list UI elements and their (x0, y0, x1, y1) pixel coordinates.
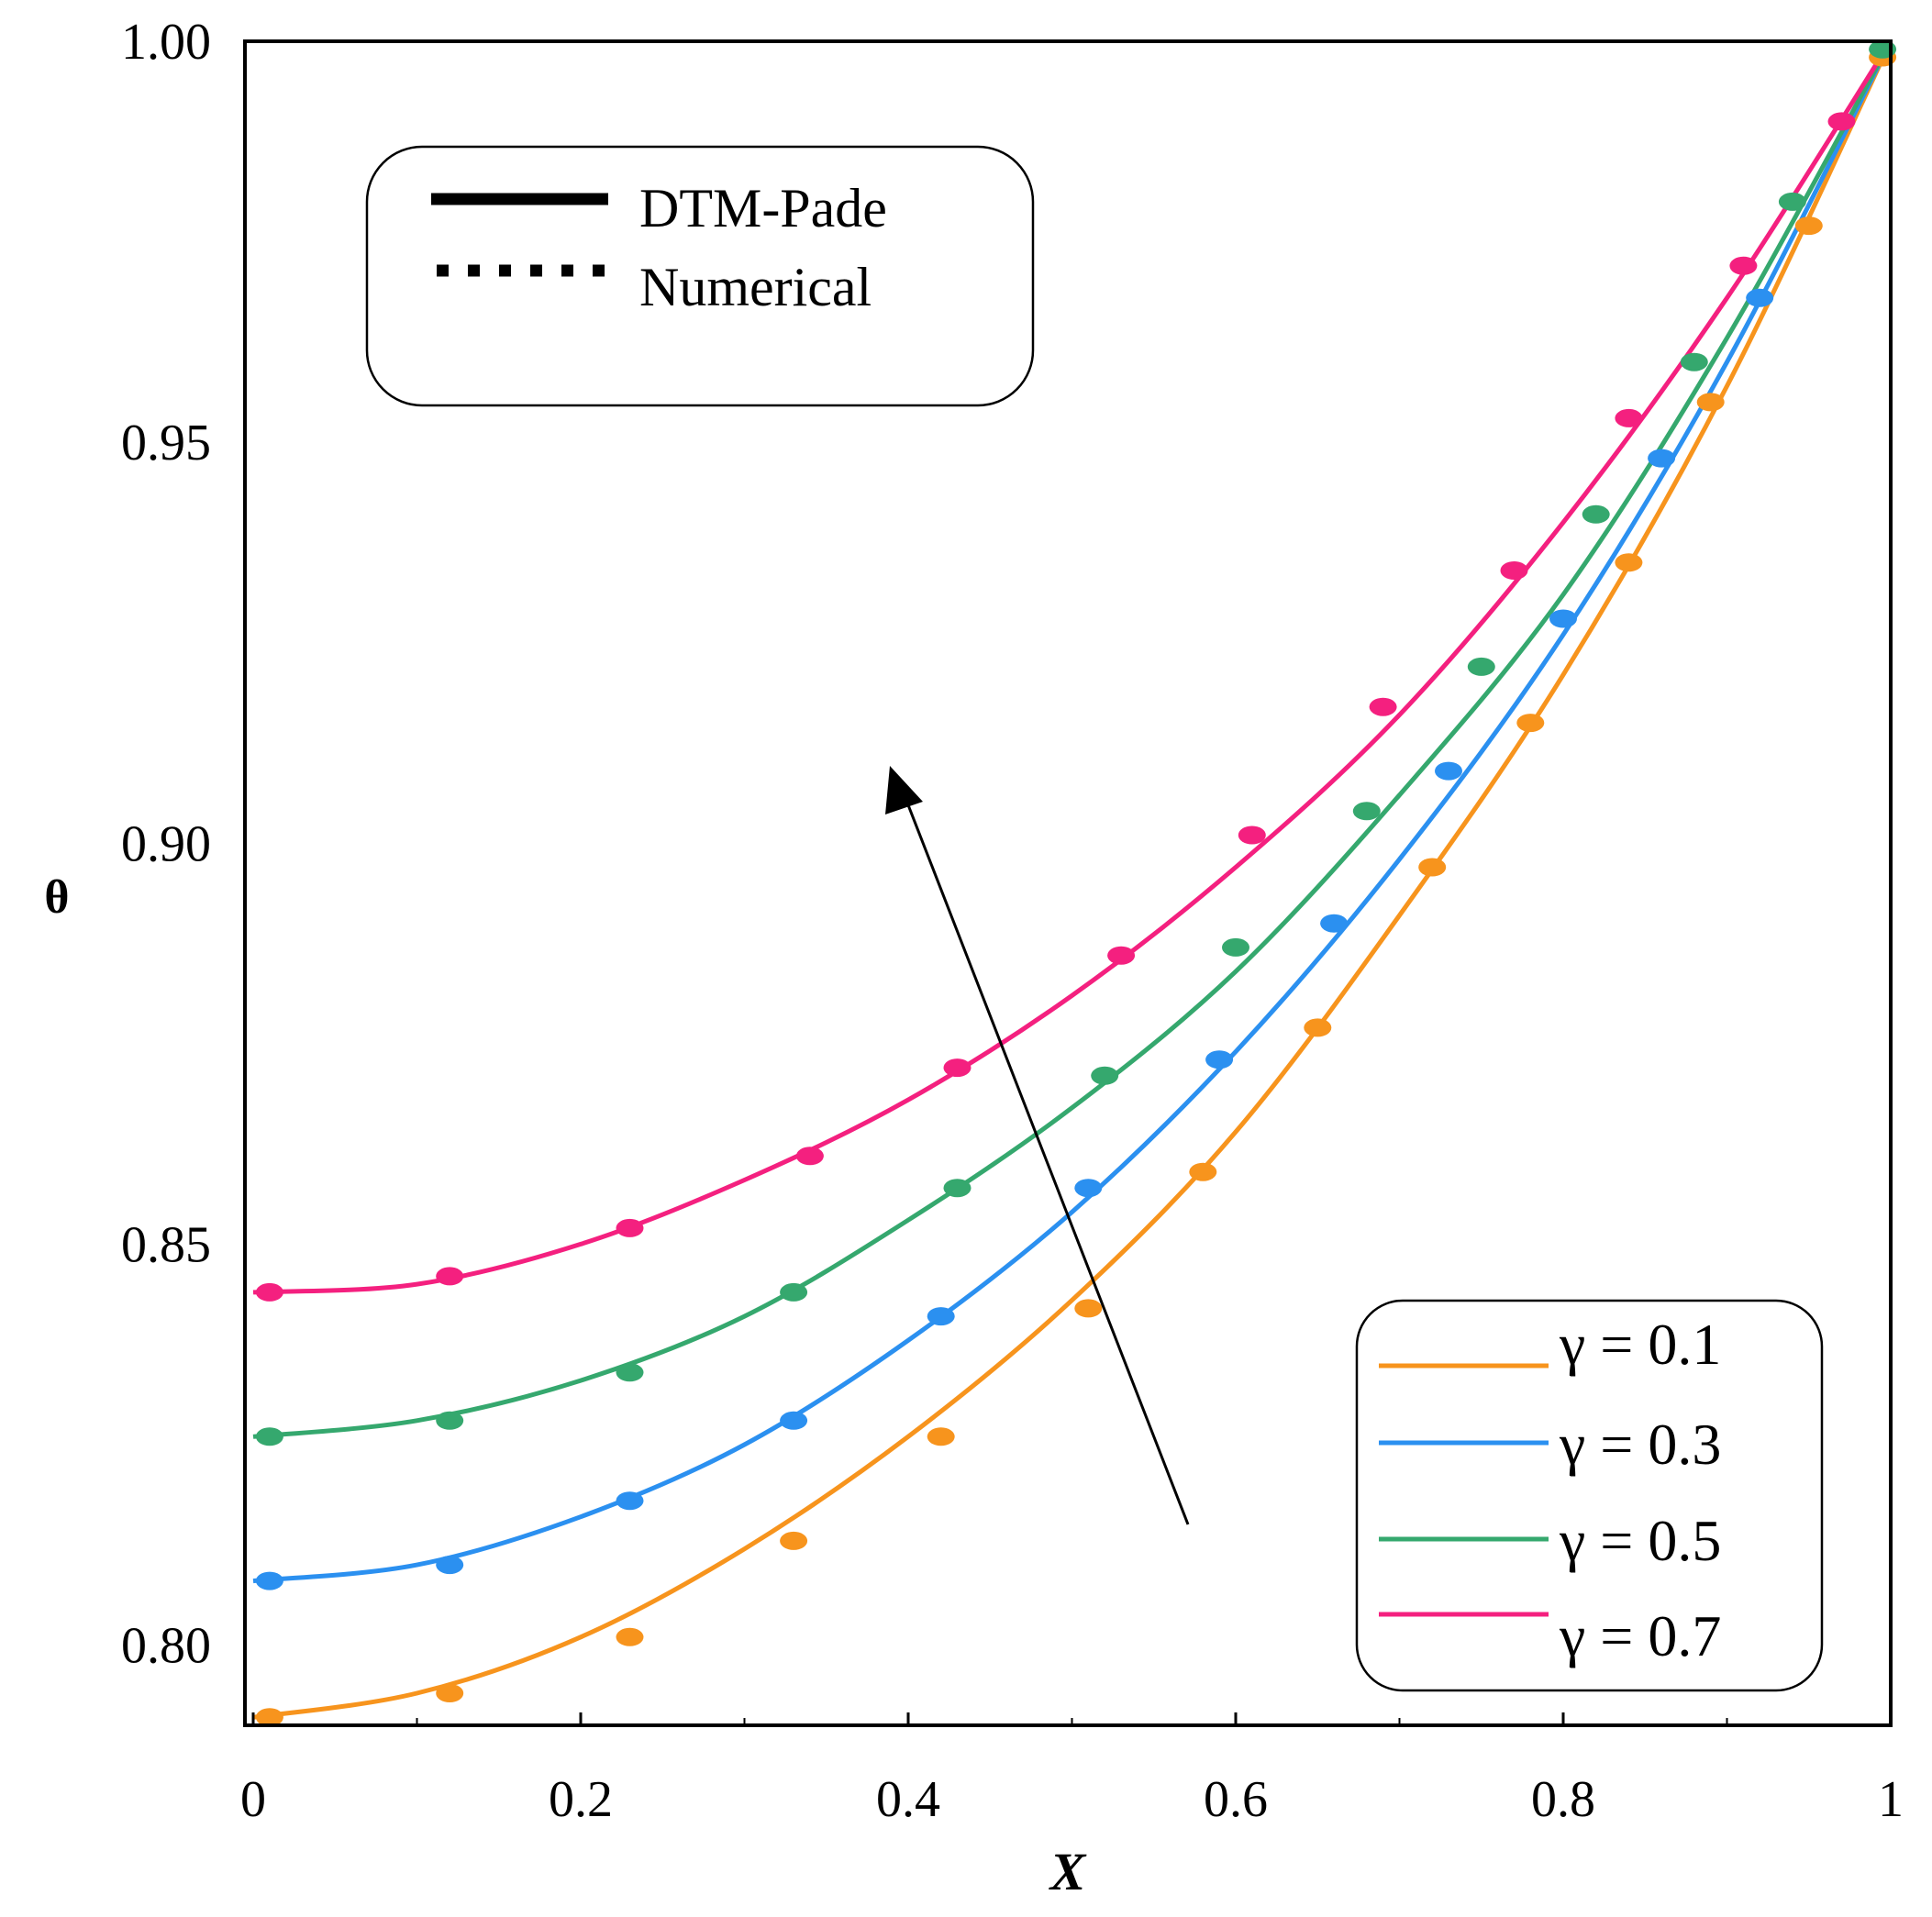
y-tick-label: 0.90 (121, 815, 211, 872)
method-legend-box (365, 145, 1035, 407)
series-marker (1304, 1018, 1332, 1037)
series-marker (1615, 553, 1643, 572)
plot-frame (243, 39, 1893, 1727)
x-tick-label: 1 (1878, 1771, 1904, 1828)
series-marker (1500, 561, 1528, 580)
series-marker (795, 1147, 824, 1166)
y-tick-label: 1.00 (121, 14, 211, 71)
series-marker (943, 1179, 972, 1198)
legend-label-1: γ = 0.3 (1559, 1412, 1721, 1477)
series-marker (616, 1627, 644, 1646)
series-marker (780, 1531, 808, 1550)
series-marker (1074, 1179, 1103, 1198)
y-tick-label: 0.95 (121, 415, 211, 471)
x-tick-label: 0.8 (1531, 1771, 1595, 1828)
series-marker (1369, 697, 1397, 716)
y-tick-label: 0.80 (121, 1618, 211, 1675)
series-marker (1107, 946, 1136, 965)
x-tick-label: 0 (240, 1771, 266, 1828)
series-line-2 (252, 39, 1893, 1439)
legend-label-0: γ = 0.1 (1559, 1312, 1721, 1377)
y-axis-label: θ (44, 871, 69, 924)
series-marker (436, 1556, 464, 1575)
series-marker (1418, 858, 1447, 877)
series-marker (1189, 1162, 1217, 1181)
series-marker (1680, 352, 1708, 371)
series-marker (1238, 826, 1266, 845)
series-marker (1729, 256, 1758, 275)
series-marker (1074, 1299, 1103, 1318)
series-marker (1648, 449, 1676, 468)
series-marker (943, 1058, 972, 1078)
series-line-1 (252, 39, 1893, 1584)
series-marker (780, 1411, 808, 1430)
trend-arrow-head (885, 766, 923, 814)
series-marker (255, 1282, 283, 1302)
x-tick-label: 0.6 (1204, 1771, 1268, 1828)
series-marker (436, 1267, 464, 1286)
series-marker (1435, 761, 1462, 781)
series-marker (1696, 393, 1725, 412)
series-marker (1827, 112, 1856, 131)
series-marker (436, 1411, 464, 1430)
series-marker (1615, 408, 1643, 427)
method-legend: DTM-Pade Numerical (365, 145, 1035, 407)
series-marker (255, 1708, 283, 1727)
series-marker (780, 1282, 808, 1302)
series-markers (255, 39, 1897, 1727)
x-tick-label: 0.4 (876, 1771, 940, 1828)
series-marker (1222, 937, 1249, 957)
series-marker (927, 1427, 955, 1446)
series-marker (255, 1571, 283, 1590)
series-marker (1794, 216, 1823, 236)
axis-ticks: 0 0.2 0.4 0.6 0.8 1 0.80 0.85 0.90 0.95 1.00 (121, 14, 1904, 1828)
series-marker (436, 1684, 464, 1702)
series-marker (616, 1218, 644, 1237)
series-marker (927, 1307, 955, 1326)
series-marker (1205, 1050, 1234, 1069)
series-marker (1582, 504, 1610, 524)
series-marker (1467, 657, 1495, 676)
series-marker (1746, 288, 1774, 307)
series-marker (1091, 1066, 1119, 1085)
legend-dtm-pade-label: DTM-Pade (639, 178, 887, 238)
series-marker (616, 1491, 644, 1511)
series-line-3 (252, 39, 1893, 1295)
series-marker (255, 1427, 283, 1446)
series-marker (1516, 714, 1545, 733)
series-marker (616, 1363, 644, 1382)
series-marker (1549, 609, 1577, 628)
series-line-0 (252, 39, 1893, 1720)
series-legend: γ = 0.1 γ = 0.3 γ = 0.5 γ = 0.7 (1355, 1299, 1824, 1692)
legend-label-3: γ = 0.7 (1559, 1603, 1721, 1668)
series-curves (252, 39, 1893, 1720)
trend-arrow (885, 766, 1190, 1525)
trend-arrow-shaft (904, 797, 1190, 1525)
x-axis-label: X (1049, 1842, 1087, 1901)
series-marker (1352, 802, 1381, 821)
series-marker (1778, 192, 1806, 211)
legend-label-2: γ = 0.5 (1559, 1508, 1721, 1573)
x-tick-label: 0.2 (549, 1771, 613, 1828)
legend-numerical-label: Numerical (639, 257, 872, 317)
y-tick-label: 0.85 (121, 1216, 211, 1273)
series-marker (1320, 914, 1349, 933)
series-legend-box (1355, 1299, 1824, 1692)
